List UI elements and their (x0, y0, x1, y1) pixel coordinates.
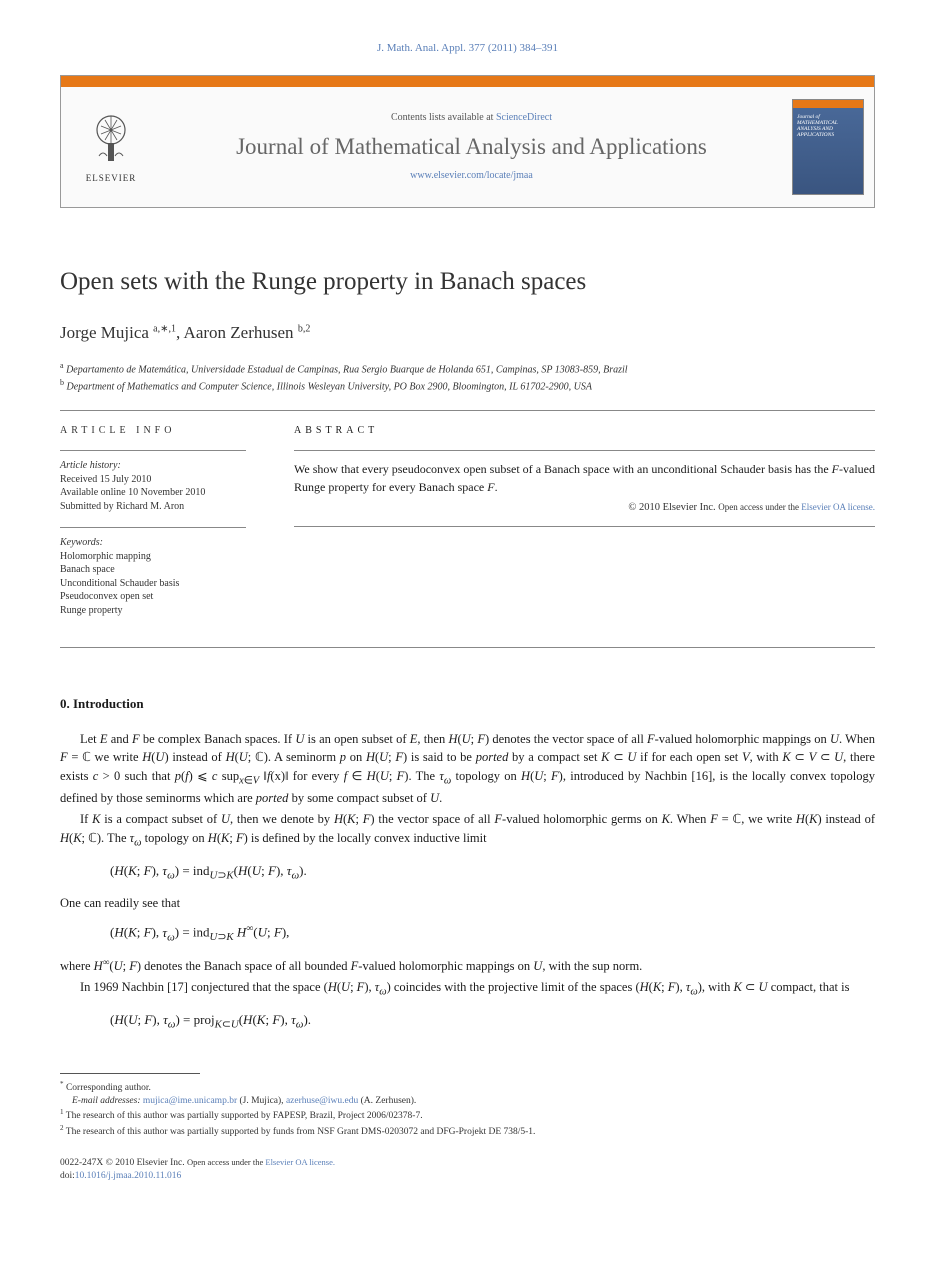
elsevier-tree-icon (81, 108, 141, 168)
footer-oa-prefix: Open access under the (187, 1157, 265, 1167)
keyword: Runge property (60, 604, 246, 618)
email2-who: (A. Zerhusen). (361, 1096, 417, 1106)
journal-url-link[interactable]: www.elsevier.com/locate/jmaa (410, 170, 533, 181)
doi-label: doi: (60, 1171, 75, 1181)
elsevier-label: ELSEVIER (86, 172, 137, 186)
article-info-heading: ARTICLE INFO (60, 423, 246, 438)
header-orange-bar (61, 76, 874, 87)
citation-line: J. Math. Anal. Appl. 377 (2011) 384–391 (60, 40, 875, 57)
footnote-2: The research of this author was partiall… (66, 1127, 536, 1137)
contents-prefix: Contents lists available at (391, 112, 496, 123)
article-info-column: ARTICLE INFO Article history: Received 1… (60, 423, 270, 631)
footnote-1: The research of this author was partiall… (66, 1111, 423, 1121)
issn: 0022-247X (60, 1158, 103, 1168)
keyword: Banach space (60, 563, 246, 577)
footer: 0022-247X © 2010 Elsevier Inc. Open acce… (60, 1157, 875, 1184)
affiliation-a: Departamento de Matemática, Universidade… (66, 364, 628, 375)
equation-2: (H(K; F), τω) = indU⊃K H∞(U; F), (110, 922, 875, 945)
keywords-label: Keywords: (60, 536, 246, 550)
footer-cp: © 2010 Elsevier Inc. (106, 1158, 185, 1168)
footnotes: * Corresponding author. E-mail addresses… (60, 1074, 875, 1140)
oa-prefix: Open access under the (718, 502, 801, 512)
journal-name: Journal of Mathematical Analysis and App… (169, 133, 774, 161)
copyright-text: © 2010 Elsevier Inc. (628, 502, 715, 513)
keyword: Unconditional Schauder basis (60, 577, 246, 591)
cover-image: Journal of MATHEMATICAL ANALYSIS AND APP… (792, 99, 864, 195)
email1-who: (J. Mujica), (240, 1096, 284, 1106)
contents-available: Contents lists available at ScienceDirec… (169, 110, 774, 125)
email-zerhusen[interactable]: azerhuse@iwu.edu (286, 1096, 358, 1106)
sciencedirect-link[interactable]: ScienceDirect (496, 112, 552, 123)
body-text: Let E and F be complex Banach spaces. If… (60, 730, 875, 1033)
article-title: Open sets with the Runge property in Ban… (60, 263, 875, 301)
abstract-column: ABSTRACT We show that every pseudoconvex… (270, 423, 875, 631)
para-5: In 1969 Nachbin [17] conjectured that th… (60, 978, 875, 1000)
keyword: Holomorphic mapping (60, 550, 246, 564)
abstract-copyright: © 2010 Elsevier Inc. Open access under t… (294, 500, 875, 516)
para-4: where H∞(U; F) denotes the Banach space … (60, 956, 875, 976)
para-2: If K is a compact subset of U, then we d… (60, 810, 875, 851)
journal-header: ELSEVIER Contents lists available at Sci… (60, 75, 875, 208)
cover-thumbnail: Journal of MATHEMATICAL ANALYSIS AND APP… (782, 87, 874, 207)
history-label: Article history: (60, 459, 246, 473)
journal-url: www.elsevier.com/locate/jmaa (169, 168, 774, 183)
affiliation-b: Department of Mathematics and Computer S… (67, 381, 592, 392)
section-0-heading: 0. Introduction (60, 694, 875, 714)
abstract-text: We show that every pseudoconvex open sub… (294, 461, 875, 496)
cover-title-text: Journal of MATHEMATICAL ANALYSIS AND APP… (797, 114, 859, 138)
history-submitted: Submitted by Richard M. Aron (60, 500, 246, 514)
elsevier-logo: ELSEVIER (61, 87, 161, 207)
para-1: Let E and F be complex Banach spaces. If… (60, 730, 875, 808)
equation-3: (H(U; F), τω) = projK⊂U(H(K; F), τω). (110, 1010, 875, 1033)
email-mujica[interactable]: mujica@ime.unicamp.br (143, 1096, 237, 1106)
abstract-heading: ABSTRACT (294, 423, 875, 438)
corresponding-author: Corresponding author. (66, 1083, 151, 1093)
email-label: E-mail addresses: (72, 1096, 141, 1106)
equation-1: (H(K; F), τω) = indU⊃K(H(U; F), τω). (110, 861, 875, 884)
history-received: Received 15 July 2010 (60, 473, 246, 487)
hr-after-abs (60, 647, 875, 648)
para-3: One can readily see that (60, 894, 875, 913)
footer-oa-link[interactable]: Elsevier OA license. (265, 1157, 335, 1167)
doi-link[interactable]: 10.1016/j.jmaa.2010.11.016 (75, 1171, 182, 1181)
keyword: Pseudoconvex open set (60, 590, 246, 604)
history-online: Available online 10 November 2010 (60, 486, 246, 500)
oa-license-link[interactable]: Elsevier OA license. (801, 502, 875, 512)
affiliations: a Departamento de Matemática, Universida… (60, 360, 875, 411)
authors: Jorge Mujica a,∗,1, Aaron Zerhusen b,2 (60, 320, 875, 346)
